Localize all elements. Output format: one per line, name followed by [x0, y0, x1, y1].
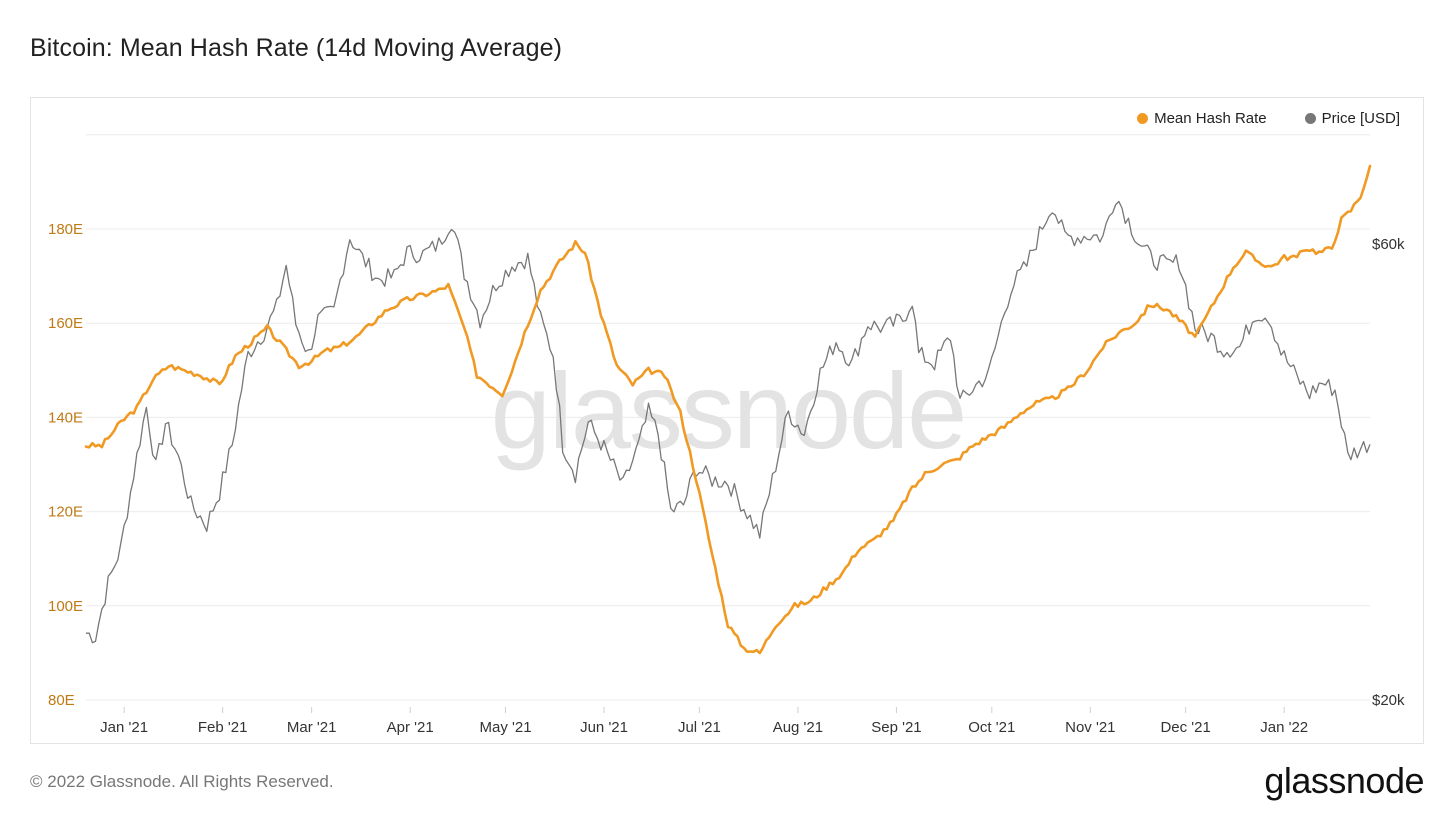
y-left-tick-label: 80E	[48, 692, 75, 709]
legend-item-hash[interactable]: Mean Hash Rate	[1137, 110, 1267, 127]
x-tick-label: Aug '21	[773, 719, 823, 736]
y-axis-right: $20k $60k	[1372, 236, 1405, 709]
x-tick-label: Jul '21	[678, 719, 721, 736]
x-tick-label: Nov '21	[1065, 719, 1115, 736]
watermark: glassnode	[491, 350, 965, 471]
chart-title: Bitcoin: Mean Hash Rate (14d Moving Aver…	[30, 34, 562, 62]
y-right-tick-label: $60k	[1372, 236, 1405, 253]
y-right-tick-label: $20k	[1372, 692, 1405, 709]
x-tick-label: Dec '21	[1160, 719, 1210, 736]
series-line-hash-rate	[84, 164, 1372, 655]
series-line-price	[85, 200, 1371, 644]
y-left-tick-label: 100E	[48, 598, 83, 615]
x-tick-label: Feb '21	[198, 719, 248, 736]
x-axis: Jan '21 Feb '21 Mar '21 Apr '21 May '21 Jun '…	[100, 707, 1308, 736]
y-left-tick-label: 160E	[48, 315, 83, 332]
series-lines	[84, 164, 1372, 655]
y-left-tick-label: 120E	[48, 504, 83, 521]
grid	[86, 134, 1370, 701]
x-tick-label: Jun '21	[580, 719, 628, 736]
y-left-tick-label: 180E	[48, 221, 83, 238]
legend: Mean Hash Rate Price [USD]	[1137, 110, 1400, 127]
y-axis-left: 80E 100E 120E 140E 160E 180E	[48, 221, 83, 709]
x-tick-label: Mar '21	[287, 719, 337, 736]
x-tick-label: Sep '21	[871, 719, 921, 736]
legend-price-dot	[1304, 113, 1316, 124]
x-tick-label: May '21	[479, 719, 531, 736]
legend-hash-label: Mean Hash Rate	[1154, 110, 1267, 127]
x-tick-label: Oct '21	[968, 719, 1015, 736]
x-tick-label: Jan '22	[1260, 719, 1308, 736]
y-left-tick-label: 140E	[48, 409, 83, 426]
legend-price-label: Price [USD]	[1321, 110, 1400, 127]
glassnode-logo: glassnode	[1264, 760, 1424, 801]
legend-item-price[interactable]: Price [USD]	[1304, 110, 1400, 127]
chart-frame	[30, 97, 1424, 744]
legend-hash-dot	[1137, 113, 1149, 124]
x-tick-label: Apr '21	[387, 719, 434, 736]
x-tick-label: Jan '21	[100, 719, 148, 736]
copyright-footer: © 2022 Glassnode. All Rights Reserved.	[30, 772, 334, 791]
